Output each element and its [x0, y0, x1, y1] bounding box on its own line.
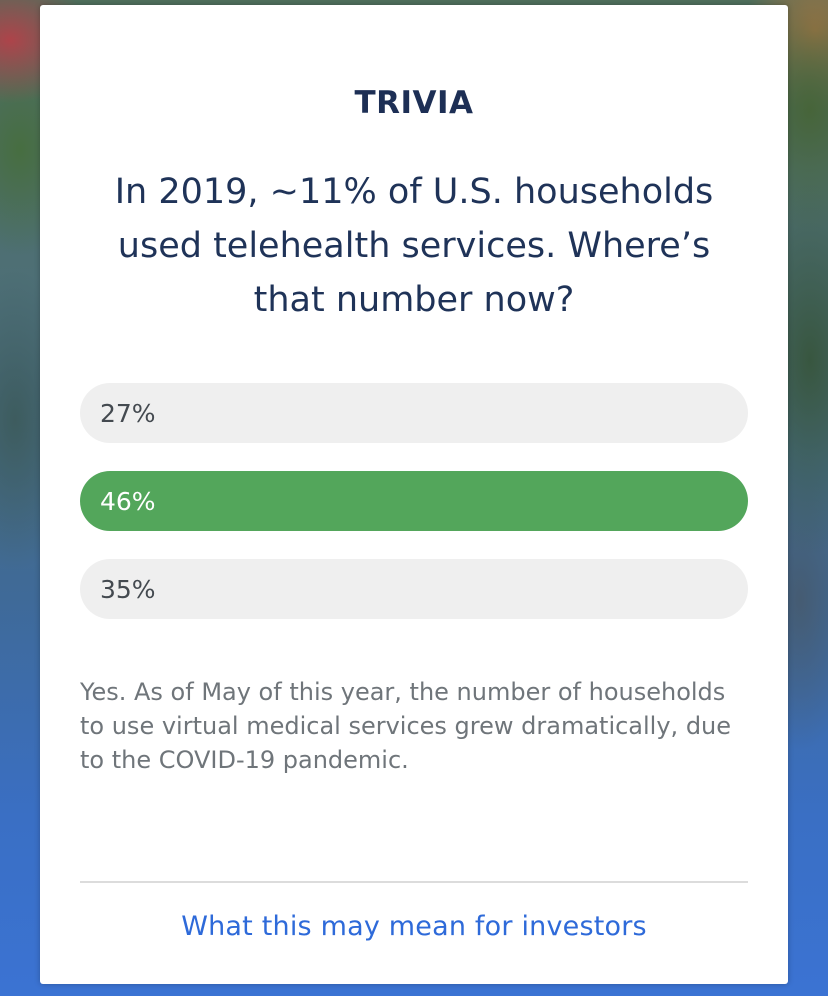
answer-option-2-correct[interactable]: 46%	[80, 471, 748, 531]
trivia-question: In 2019, ~11% of U.S. households used te…	[114, 172, 714, 320]
divider	[80, 881, 748, 883]
trivia-card: TRIVIA In 2019, ~11% of U.S. households …	[40, 5, 788, 984]
answer-explanation: Yes. As of May of this year, the number …	[80, 678, 732, 774]
card-title: TRIVIA	[354, 85, 474, 121]
answer-option-label: 27%	[100, 398, 156, 428]
investors-link[interactable]: What this may mean for investors	[181, 911, 647, 942]
answer-option-label: 46%	[100, 486, 156, 516]
answer-option-label: 35%	[100, 574, 156, 604]
answer-option-3[interactable]: 35%	[80, 559, 748, 619]
answer-option-1[interactable]: 27%	[80, 383, 748, 443]
